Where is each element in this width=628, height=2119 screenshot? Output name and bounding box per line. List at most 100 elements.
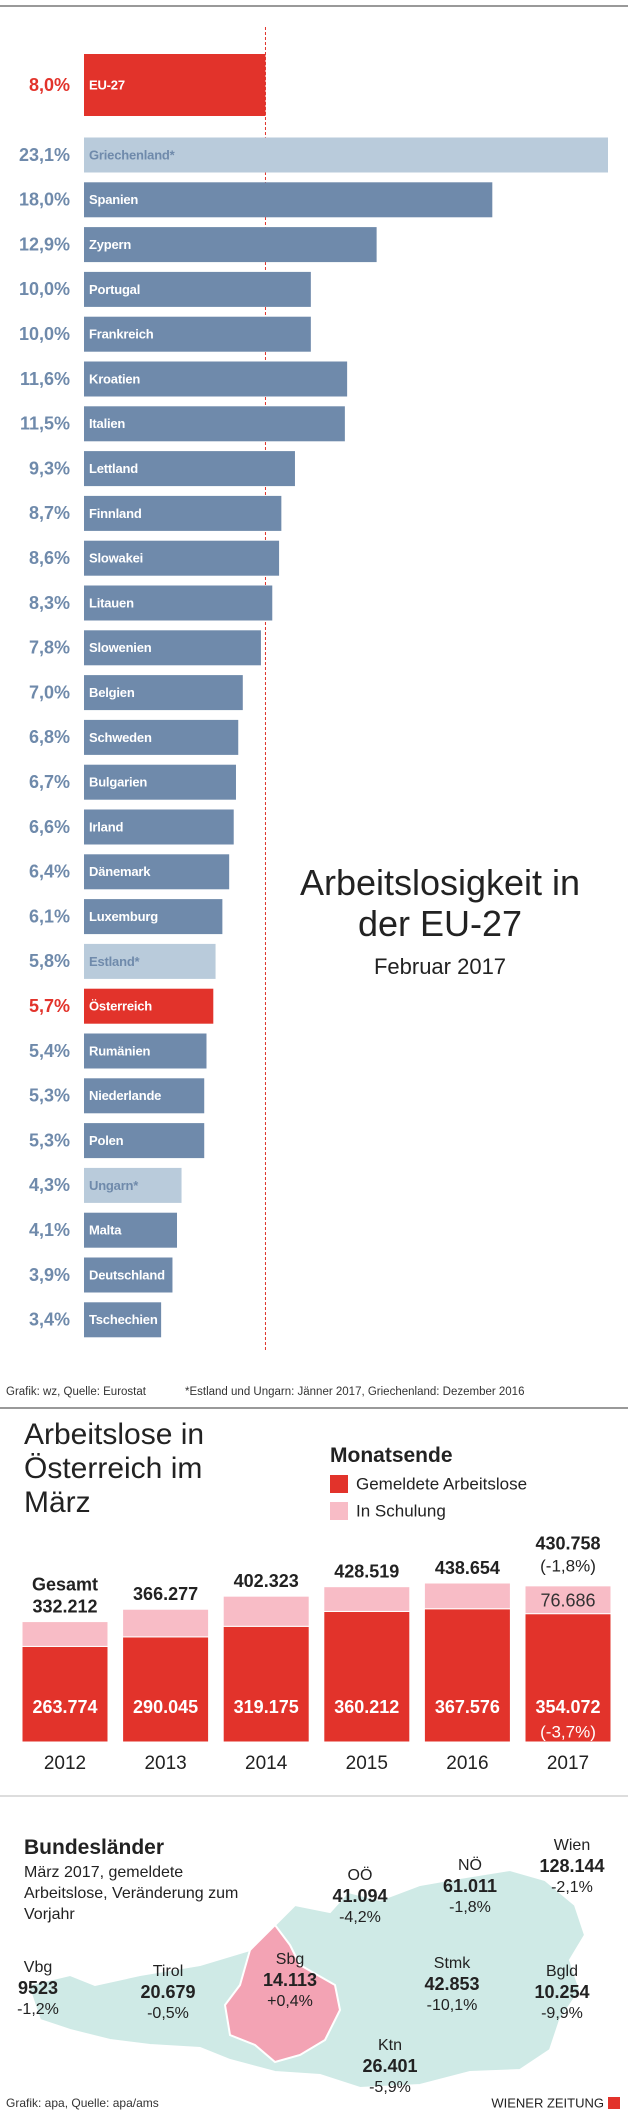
region-change: -4,2% bbox=[339, 1909, 381, 1926]
bar bbox=[84, 316, 311, 352]
value-label: 6,1% bbox=[29, 906, 70, 926]
region-change: -1,8% bbox=[449, 1899, 491, 1916]
bar-label: Estland* bbox=[89, 954, 141, 969]
region-change: -9,9% bbox=[541, 2005, 583, 2022]
bar-label: Luxemburg bbox=[89, 909, 158, 924]
region-value: 14.113 bbox=[263, 1970, 317, 1990]
value-label: 10,0% bbox=[19, 279, 70, 299]
brand: WIENER ZEITUNG bbox=[491, 2095, 604, 2110]
bar-label: Dänemark bbox=[89, 864, 151, 879]
value-label: 5,8% bbox=[29, 951, 70, 971]
value-label: 5,3% bbox=[29, 1086, 70, 1106]
bar-segment bbox=[524, 1585, 612, 1615]
map-title: Bundesländer bbox=[24, 1836, 165, 1859]
bar-label: Slowakei bbox=[89, 551, 143, 566]
brand-mark bbox=[608, 2097, 620, 2109]
bar-segment bbox=[323, 1586, 411, 1612]
bar-label: Slowenien bbox=[89, 640, 152, 655]
x-tick-label: 2017 bbox=[547, 1753, 589, 1774]
value-label: 12,9% bbox=[19, 234, 70, 254]
chart-title: Arbeitslosigkeit in der EU-27 bbox=[299, 862, 581, 944]
bar-segment bbox=[122, 1608, 210, 1638]
value-label: 263.774 bbox=[32, 1697, 97, 1717]
bar-segment bbox=[122, 1636, 210, 1743]
x-tick-label: 2015 bbox=[346, 1753, 388, 1774]
map-subtitle: März 2017, gemeldete Arbeitslose, Veränd… bbox=[24, 1864, 239, 1923]
bar-segment bbox=[423, 1608, 511, 1743]
total-caption: Gesamt bbox=[32, 1574, 98, 1594]
value-label: 6,4% bbox=[29, 862, 70, 882]
total-label: 428.519 bbox=[334, 1561, 399, 1581]
bar bbox=[84, 943, 216, 979]
bar bbox=[84, 1212, 178, 1248]
region-name: OÖ bbox=[348, 1866, 373, 1884]
region-name: NÖ bbox=[458, 1856, 482, 1874]
bar bbox=[84, 1078, 205, 1114]
bar-segment bbox=[323, 1610, 411, 1743]
region-value: 42.853 bbox=[424, 1974, 479, 1994]
bar-label: Litauen bbox=[89, 595, 134, 610]
value-label: 11,6% bbox=[20, 369, 70, 389]
chart-title: Arbeitslose in Österreich im März bbox=[24, 1418, 205, 1519]
bar-segment bbox=[423, 1582, 511, 1610]
value-label: 4,3% bbox=[29, 1175, 70, 1195]
bar bbox=[84, 988, 214, 1024]
value-label: 3,9% bbox=[29, 1265, 70, 1285]
value-label: 5,7% bbox=[29, 996, 70, 1016]
value-label: 5,3% bbox=[29, 1130, 70, 1150]
region-value: 128.144 bbox=[539, 1856, 604, 1876]
source: Grafik: wz, Quelle: Eurostat bbox=[6, 1386, 147, 1398]
value-label: 8,7% bbox=[29, 503, 70, 523]
bar bbox=[84, 361, 348, 397]
bar bbox=[84, 630, 261, 666]
bar-label: Italien bbox=[89, 416, 125, 431]
value-label: 290.045 bbox=[133, 1697, 198, 1717]
value-label: 7,0% bbox=[29, 682, 70, 702]
bar-label: Deutschland bbox=[89, 1267, 165, 1282]
total-label: 402.323 bbox=[234, 1571, 299, 1591]
region-name: Ktn bbox=[378, 2037, 402, 2054]
bar-label: Belgien bbox=[89, 685, 135, 700]
bar-segment bbox=[524, 1613, 612, 1743]
bar-segment bbox=[21, 1645, 109, 1743]
bar bbox=[84, 271, 311, 307]
legend-swatch bbox=[330, 1475, 348, 1493]
region-change: -5,9% bbox=[369, 2079, 411, 2096]
change-label: (-3,7%) bbox=[540, 1722, 596, 1741]
x-tick-label: 2014 bbox=[245, 1753, 288, 1774]
salzburg-region bbox=[223, 1923, 342, 2064]
bar-label: Zypern bbox=[89, 237, 131, 252]
value-label: 6,7% bbox=[29, 772, 70, 792]
value-label: 8,3% bbox=[29, 593, 70, 613]
region-name: Sbg bbox=[276, 1951, 304, 1968]
bar bbox=[84, 495, 282, 531]
x-tick-label: 2012 bbox=[44, 1753, 86, 1774]
bar bbox=[84, 764, 236, 800]
bar-label: Finnland bbox=[89, 506, 142, 521]
legend-label: In Schulung bbox=[356, 1501, 446, 1520]
value-label: 4,1% bbox=[29, 1220, 70, 1240]
bar-label: Schweden bbox=[89, 730, 152, 745]
bar-label: Tschechien bbox=[89, 1312, 158, 1327]
region-value: 10.254 bbox=[534, 1982, 589, 2002]
bar-label: Lettland bbox=[89, 461, 138, 476]
region-change: +0,4% bbox=[267, 1993, 313, 2010]
austria-map bbox=[26, 1868, 587, 2090]
bar-label: Ungarn* bbox=[89, 1178, 139, 1193]
bar bbox=[84, 719, 239, 755]
total-label: 430.758 bbox=[535, 1534, 600, 1554]
value-label: 3,4% bbox=[29, 1310, 70, 1330]
value-label: 5,4% bbox=[29, 1041, 70, 1061]
value-label: 319.175 bbox=[234, 1697, 299, 1717]
value-label: 9,3% bbox=[29, 458, 70, 478]
bar bbox=[84, 54, 266, 116]
bar-label: Spanien bbox=[89, 192, 138, 207]
value-label: 354.072 bbox=[535, 1697, 600, 1717]
bar-label: Griechenland* bbox=[89, 147, 176, 162]
bar bbox=[84, 540, 280, 576]
bar-label: Österreich bbox=[89, 999, 152, 1014]
region-name: Wien bbox=[554, 1837, 590, 1854]
region-value: 20.679 bbox=[140, 1982, 195, 2002]
